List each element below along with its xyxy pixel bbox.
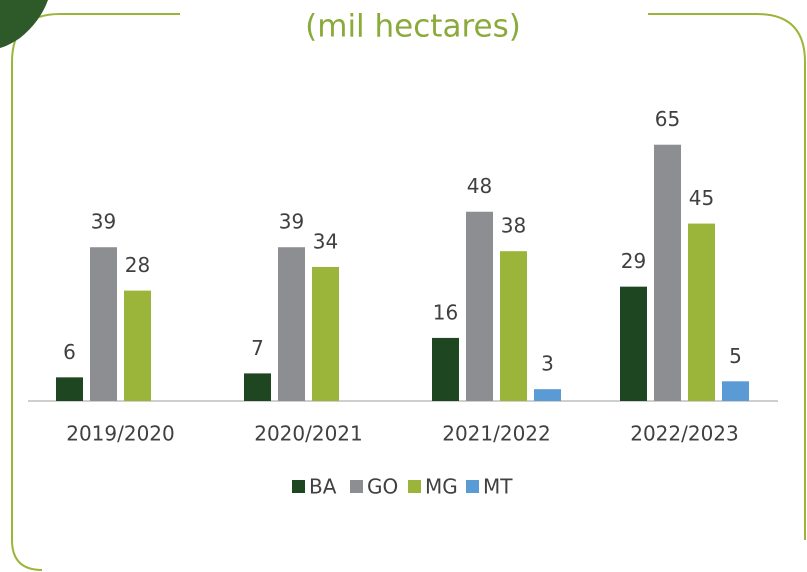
bar — [124, 290, 151, 401]
data-label: 45 — [689, 186, 714, 210]
legend-swatch — [292, 480, 305, 493]
data-label: 3 — [541, 352, 554, 376]
bar — [620, 286, 647, 401]
legend-label: MT — [483, 475, 513, 499]
data-label: 38 — [501, 214, 526, 238]
bar — [56, 377, 83, 401]
bar — [500, 251, 527, 401]
x-tick-label: 2021/2022 — [442, 422, 551, 446]
leaf — [0, 0, 48, 48]
bar — [90, 247, 117, 401]
data-label: 28 — [125, 253, 150, 277]
data-label: 65 — [655, 107, 680, 131]
legend-swatch — [466, 480, 479, 493]
data-label: 34 — [313, 229, 338, 253]
data-label: 5 — [729, 344, 742, 368]
bar — [312, 266, 339, 401]
bar — [534, 389, 561, 401]
bar — [688, 223, 715, 401]
x-tick-label: 2022/2023 — [630, 422, 739, 446]
legend-label: MG — [425, 475, 458, 499]
data-label: 48 — [467, 174, 492, 198]
data-label: 29 — [621, 249, 646, 273]
bar — [722, 381, 749, 401]
bar — [278, 247, 305, 401]
frame — [11, 13, 806, 571]
bar — [432, 337, 459, 401]
x-tick-label: 2019/2020 — [66, 422, 175, 446]
data-label: 39 — [91, 210, 116, 234]
chart-title: (mil hectares) — [305, 9, 521, 45]
data-label: 6 — [63, 340, 76, 364]
data-label: 7 — [251, 336, 264, 360]
legend-label: GO — [367, 475, 398, 499]
legend-swatch — [408, 480, 421, 493]
x-tick-label: 2020/2021 — [254, 422, 363, 446]
bar — [654, 144, 681, 401]
data-label: 39 — [279, 210, 304, 234]
bar — [466, 211, 493, 401]
legend-label: BA — [309, 475, 337, 499]
bar — [244, 373, 271, 401]
legend-swatch — [350, 480, 363, 493]
data-label: 16 — [433, 300, 458, 324]
